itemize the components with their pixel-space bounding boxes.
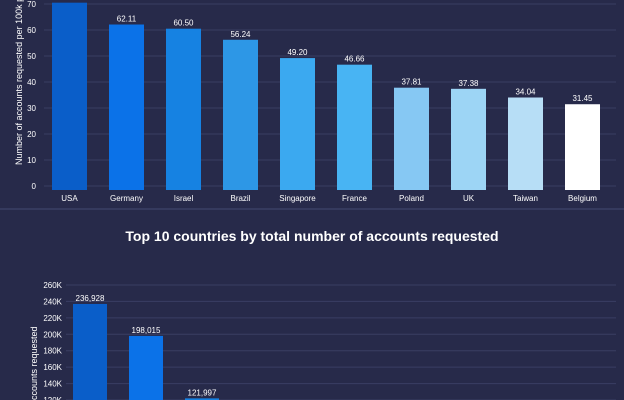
bottom-y-tick-label: 220K — [43, 314, 62, 323]
bottom-gridlines — [66, 284, 616, 400]
top-x-tick-label: Taiwan — [513, 194, 538, 203]
top-data-label: 31.45 — [572, 94, 593, 103]
bottom-bar — [185, 398, 219, 400]
bottom-bar — [129, 335, 163, 400]
top-bar — [394, 87, 429, 190]
top-data-label: 60.50 — [173, 19, 194, 28]
top-data-label: 49.20 — [287, 48, 308, 57]
top-y-tick-label: 40 — [27, 78, 36, 87]
top-data-labels: 70.51 62.11 60.50 56.24 49.20 46.66 37.81 37.38… — [59, 0, 593, 103]
bottom-y-tick-label: 120K — [43, 396, 62, 400]
top-x-tick-label: Poland — [399, 194, 424, 203]
bottom-y-tick-label: 260K — [43, 281, 62, 290]
top-data-label: 34.04 — [515, 87, 536, 96]
bottom-y-axis: 120K 140K 160K 180K 200K 220K 240K 260K — [43, 281, 62, 400]
top-x-tick-label: Belgium — [568, 194, 597, 203]
top-x-tick-label: Israel — [174, 194, 194, 203]
top-x-tick-label: Brazil — [230, 194, 250, 203]
bottom-data-label: 198,015 — [132, 326, 161, 335]
top-bar — [223, 39, 258, 190]
top-data-label: 37.38 — [458, 79, 479, 88]
top-y-tick-label: 0 — [32, 182, 37, 191]
top-bar — [451, 88, 486, 190]
top-bar — [52, 2, 87, 191]
bottom-y-tick-label: 140K — [43, 380, 62, 389]
top-x-tick-label: UK — [463, 194, 475, 203]
bottom-y-tick-label: 160K — [43, 363, 62, 372]
bottom-y-tick-label: 200K — [43, 330, 62, 339]
top-bar — [109, 24, 144, 190]
chart-title: Top 10 countries by total number of acco… — [125, 228, 499, 244]
top-y-tick-label: 20 — [27, 130, 36, 139]
top-y-tick-label: 50 — [27, 52, 36, 61]
bottom-y-axis-title: ccounts requested — [29, 326, 39, 400]
top-bar — [565, 104, 600, 190]
top-y-tick-label: 60 — [27, 26, 36, 35]
top-x-axis: USA Germany Israel Brazil Singapore France Pol… — [61, 194, 597, 203]
bottom-y-tick-label: 180K — [43, 347, 62, 356]
top-y-tick-label: 30 — [27, 104, 36, 113]
top-x-tick-label: France — [342, 194, 367, 203]
bottom-data-label: 121,997 — [188, 388, 217, 397]
top-bar — [508, 97, 543, 190]
top-bar — [280, 58, 315, 190]
bottom-data-labels: 236,928 198,015 121,997 — [76, 294, 217, 397]
bottom-y-tick-label: 240K — [43, 297, 62, 306]
top-x-tick-label: Germany — [110, 194, 143, 203]
divider — [0, 208, 624, 210]
top-data-label: 46.66 — [344, 55, 365, 64]
top-bar — [166, 28, 201, 191]
bottom-data-label: 236,928 — [76, 294, 105, 303]
top-bar — [337, 64, 372, 190]
top-y-axis-title: Number of accounts requested per 100k pe… — [14, 0, 24, 165]
bottom-chart: 120K 140K 160K 180K 200K 220K 240K 260K 236,928… — [29, 281, 616, 400]
top-data-label: 70.51 — [59, 0, 80, 2]
bottom-bar — [73, 303, 107, 400]
bottom-bars — [73, 303, 219, 400]
top-y-axis: 0 10 20 30 40 50 60 70 — [27, 0, 36, 191]
top-data-label: 62.11 — [117, 15, 137, 24]
top-y-tick-label: 10 — [27, 156, 36, 165]
top-data-label: 56.24 — [230, 30, 251, 39]
top-x-tick-label: USA — [61, 194, 78, 203]
top-bars — [52, 2, 600, 191]
top-data-label: 37.81 — [401, 78, 422, 87]
top-chart: 0 10 20 30 40 50 60 70 70.51 62.11 60.50 56.24 49.2… — [14, 0, 616, 203]
top-y-tick-label: 70 — [27, 0, 36, 9]
top-x-tick-label: Singapore — [279, 194, 316, 203]
